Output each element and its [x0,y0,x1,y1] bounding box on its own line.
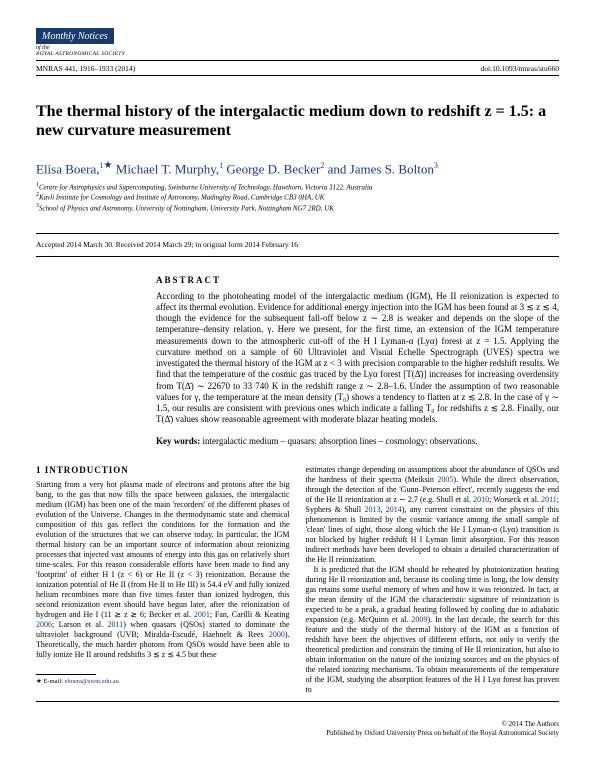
affil: School of Physics and Astronomy, Univers… [39,204,334,212]
copyright: © 2014 The Authors [502,720,560,728]
citation[interactable]: 2005 [437,475,453,484]
author: Michael T. Murphy, [116,161,219,176]
abstract: ABSTRACT According to the photoheating m… [156,275,559,447]
paragraph: estimates change depending on assumption… [306,465,560,565]
email-link[interactable]: eboera@swin.edu.au [65,678,119,685]
citation[interactable]: 2013 [364,505,380,514]
conj: and [324,161,349,176]
author-list: Elisa Boera,1★ Michael T. Murphy,1 Georg… [36,159,559,178]
citation[interactable]: 2001 [194,610,210,619]
accepted-dates: Accepted 2014 March 30. Received 2014 Ma… [36,240,559,250]
citation[interactable]: 2010 [473,495,489,504]
rule [36,75,559,76]
rule [36,233,559,234]
affil: Kavli Institute for Cosmology and Instit… [39,194,324,202]
citation[interactable]: 2011 [108,620,124,629]
affil: Centre for Astrophysics and Supercomputi… [39,183,372,191]
footnote: ★ E-mail: eboera@swin.edu.au [36,678,290,686]
paragraph: Starting from a very hot plasma made of … [36,480,290,660]
affil-ref: 1 [219,161,223,170]
masthead: Monthly Notices of the ROYAL ASTRONOMICA… [36,28,559,58]
body-columns: 1 INTRODUCTION Starting from a very hot … [36,465,559,695]
paragraph: It is predicted that the IGM should be r… [306,565,560,695]
article-title: The thermal history of the intergalactic… [36,102,559,140]
rule [36,674,96,675]
abstract-text: According to the photoheating model of t… [156,291,559,426]
rule [36,60,559,61]
citation[interactable]: 2000 [269,630,285,639]
column-right: estimates change depending on assumption… [306,465,560,695]
doi: doi:10.1093/mnras/stu660 [480,64,559,74]
footer-meta: © 2014 The Authors Published by Oxford U… [36,716,559,738]
rule [36,256,559,257]
author: George D. Becker [226,161,320,176]
citation[interactable]: 2009 [411,615,427,624]
corresp-star: ★ [104,160,113,171]
abstract-heading: ABSTRACT [156,275,559,287]
kw-text: intergalactic medium – quasars: absorpti… [200,436,477,446]
citation[interactable]: 2014 [386,505,402,514]
column-left: 1 INTRODUCTION Starting from a very hot … [36,465,290,695]
citation[interactable]: 2006 [36,620,52,629]
citation[interactable]: 2011 [541,495,557,504]
journal-title: Monthly Notices [36,28,114,44]
rule [36,701,559,702]
publisher: Published by Oxford University Press on … [326,729,559,737]
affiliations: 1Centre for Astrophysics and Supercomput… [36,182,559,213]
masthead-sub2: ROYAL ASTRONOMICAL SOCIETY [36,52,559,58]
author: Elisa Boera, [36,161,100,176]
journal-meta: MNRAS 441, 1916–1933 (2014) doi:10.1093/… [36,64,559,74]
volume-pages: MNRAS 441, 1916–1933 (2014) [36,64,135,74]
section-heading: 1 INTRODUCTION [36,465,290,476]
affil-ref: 3 [434,161,438,170]
keywords: Key words: intergalactic medium – quasar… [156,436,559,448]
author: James S. Bolton [350,161,434,176]
kw-label: Key words: [156,436,200,446]
